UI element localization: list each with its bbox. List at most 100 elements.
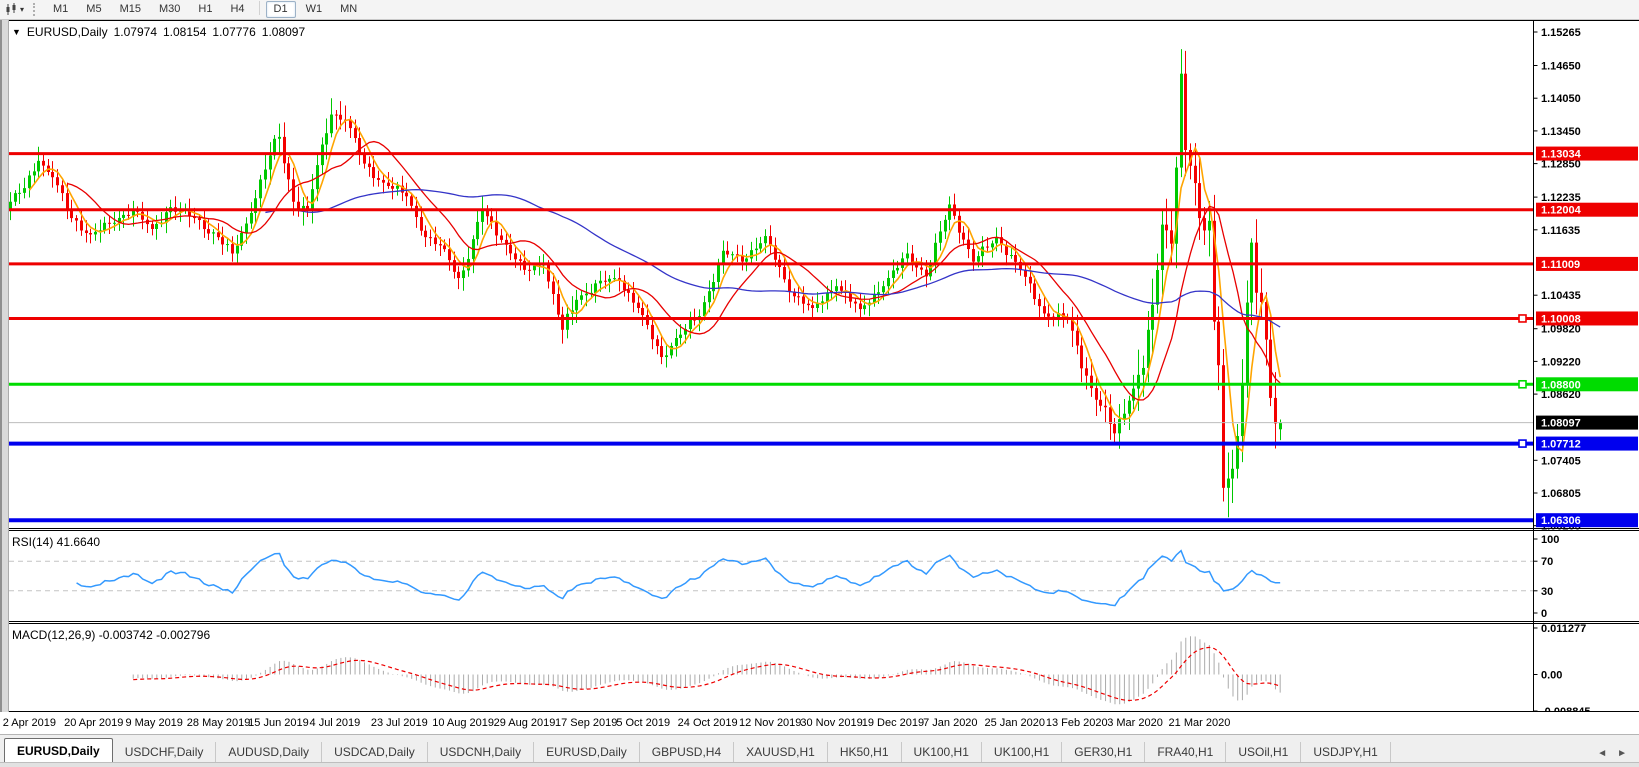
level-price-label-1.13034: 1.13034 [1536,146,1638,161]
timeframe-button-W1[interactable]: W1 [305,3,323,15]
level-handle-1.10008[interactable] [1518,314,1527,323]
chart-title: ▼ EURUSD,Daily 1.07974 1.08154 1.07776 1… [12,25,305,39]
date-tick-10-Aug-2019: 10 Aug 2019 [432,717,495,729]
date-tick-19-Dec-2019: 19 Dec 2019 [861,717,925,729]
timeframe-button-MN[interactable]: MN [340,3,358,15]
svg-text:1.10008: 1.10008 [1541,313,1581,325]
date-tick-3-Mar-2020: 3 Mar 2020 [1107,717,1163,729]
chart-tab-5-EURUSD-Daily[interactable]: EURUSD,Daily [534,742,640,763]
price-tick-1.08620: 1.08620 [1541,389,1581,401]
ohlc-low: 1.07776 [212,25,256,39]
window-left-edge [0,20,9,734]
ohlc-open: 1.07974 [113,25,157,39]
rsi-tick-70: 70 [1541,556,1553,568]
date-tick-7-Jan-2020: 7 Jan 2020 [923,717,978,729]
chart-tab-13-USOil-H1[interactable]: USOil,H1 [1226,742,1302,763]
price-tick-1.12235: 1.12235 [1541,192,1581,204]
price-tick-1.10435: 1.10435 [1541,290,1581,302]
date-tick-5-Oct-2019: 5 Oct 2019 [616,717,671,729]
date-tick-28-May-2019: 28 May 2019 [186,717,251,729]
svg-text:1.12004: 1.12004 [1541,205,1582,217]
horizontal-level-lines [8,152,1533,523]
price-tick-1.09820: 1.09820 [1541,324,1581,336]
date-tick-15-Jun-2019: 15 Jun 2019 [248,717,309,729]
chart-tab-0-EURUSD-Daily[interactable]: EURUSD,Daily [4,738,113,763]
date-tick-12-Nov-2019: 12 Nov 2019 [739,717,802,729]
toolbar-separator [258,1,260,15]
price-tick-1.14050: 1.14050 [1541,93,1581,105]
ma-line-13 [66,140,1281,401]
price-tick-1.09220: 1.09220 [1541,356,1581,368]
rsi-tick-100: 100 [1541,534,1559,546]
date-tick-17-Sep-2019: 17 Sep 2019 [554,717,618,729]
date-tick-25-Jan-2020: 25 Jan 2020 [984,717,1046,729]
rsi-line [76,549,1281,607]
svg-text:1.08800: 1.08800 [1541,379,1581,391]
chart-background [8,21,1639,712]
date-tick-29-Aug-2019: 29 Aug 2019 [493,717,556,729]
date-tick-23-Jul-2019: 23 Jul 2019 [370,717,428,729]
status-strip [0,762,1639,767]
svg-text:1.11009: 1.11009 [1541,259,1580,271]
chart-tab-11-GER30-H1[interactable]: GER30,H1 [1062,742,1146,763]
price-tick-1.07405: 1.07405 [1541,455,1581,467]
rsi-indicator-label: RSI(14) 41.6640 [12,535,101,549]
price-tick-1.14650: 1.14650 [1541,61,1581,73]
toolbar-grip[interactable] [33,3,38,16]
macd-signal-line [133,646,1281,702]
chart-tab-3-USDCAD-Daily[interactable]: USDCAD,Daily [322,742,428,763]
level-price-label-1.10008: 1.10008 [1536,311,1638,326]
timeframe-button-M1[interactable]: M1 [53,3,69,15]
chart-tab-4-USDCNH-Daily[interactable]: USDCNH,Daily [428,742,535,763]
collapse-arrow-icon[interactable]: ▼ [12,27,21,37]
symbol-name: EURUSD,Daily [26,25,108,39]
macd-indicator-label: MACD(12,26,9) -0.003742 -0.002796 [12,628,211,642]
chart-tab-1-USDCHF-Daily[interactable]: USDCHF,Daily [113,742,217,763]
chart-tab-9-UK100-H1[interactable]: UK100,H1 [902,742,982,763]
price-tick-1.06805: 1.06805 [1541,488,1581,500]
current-price-label: 1.08097 [1536,415,1638,430]
chart-tab-2-AUDUSD-Daily[interactable]: AUDUSD,Daily [216,742,323,763]
level-handle-1.07712[interactable] [1518,439,1527,448]
timeframe-button-M5[interactable]: M5 [86,3,102,15]
timeframe-buttons: M1 M5 M15 M30 H1 H4 D1 W1 MN [44,1,366,18]
svg-text:1.07712: 1.07712 [1541,439,1581,451]
tab-scroll-left-icon[interactable]: ◄ [1597,748,1608,759]
timeframe-button-D1[interactable]: D1 [265,1,296,18]
date-tick-2-Apr-2019: 2 Apr 2019 [2,717,56,729]
chart-tab-8-HK50-H1[interactable]: HK50,H1 [828,742,902,763]
date-axis[interactable]: 2 Apr 2019 20 Apr 2019 9 May 2019 28 May 20… [0,712,1639,734]
chart-tab-10-UK100-H1[interactable]: UK100,H1 [982,742,1063,763]
ohlc-high: 1.08154 [163,25,207,39]
rsi-tick-30: 30 [1541,586,1553,598]
chart-tab-12-FRA40-H1[interactable]: FRA40,H1 [1145,742,1227,763]
timeframe-button-M15[interactable]: M15 [119,3,141,15]
date-tick-13-Feb-2020: 13 Feb 2020 [1045,717,1108,729]
level-handle-1.08800[interactable] [1518,379,1527,389]
svg-text:1.08097: 1.08097 [1541,418,1581,430]
svg-text:1.06306: 1.06306 [1541,515,1581,527]
timeframe-button-H4[interactable]: H4 [230,3,245,15]
chart-tab-7-XAUUSD-H1[interactable]: XAUUSD,H1 [734,742,828,763]
timeframe-button-M30[interactable]: M30 [158,3,181,15]
date-tick-20-Apr-2019: 20 Apr 2019 [64,717,124,729]
price-tick-1.11635: 1.11635 [1541,225,1580,237]
chart-tool-icon[interactable] [3,3,19,17]
timeframe-button-H1[interactable]: H1 [198,3,213,15]
ohlc-close: 1.08097 [261,25,306,39]
chart-tab-14-USDJPY-H1[interactable]: USDJPY,H1 [1301,742,1391,763]
price-tick-1.13450: 1.13450 [1541,126,1581,138]
chevron-down-icon[interactable]: ▾ [20,5,25,14]
date-tick-21-Mar-2020: 21 Mar 2020 [1168,717,1231,729]
price-tick-1.12850: 1.12850 [1541,159,1581,171]
timeframe-toolbar: ▾ M1 M5 M15 M30 H1 H4 D1 W1 MN [0,0,1639,20]
level-price-label-1.07712: 1.07712 [1536,436,1638,451]
rsi-tick-0: 0 [1541,608,1547,620]
chart-tab-bar: EURUSD,Daily USDCHF,Daily AUDUSD,Daily USDC… [0,734,1639,763]
macd-histogram [132,636,1281,705]
price-tick-1.15265: 1.15265 [1541,27,1581,39]
tab-scroll-nav: ◄ ► [1597,748,1639,763]
tab-scroll-right-icon[interactable]: ► [1617,748,1627,759]
chart-tab-6-GBPUSD-H4[interactable]: GBPUSD,H4 [640,742,735,763]
